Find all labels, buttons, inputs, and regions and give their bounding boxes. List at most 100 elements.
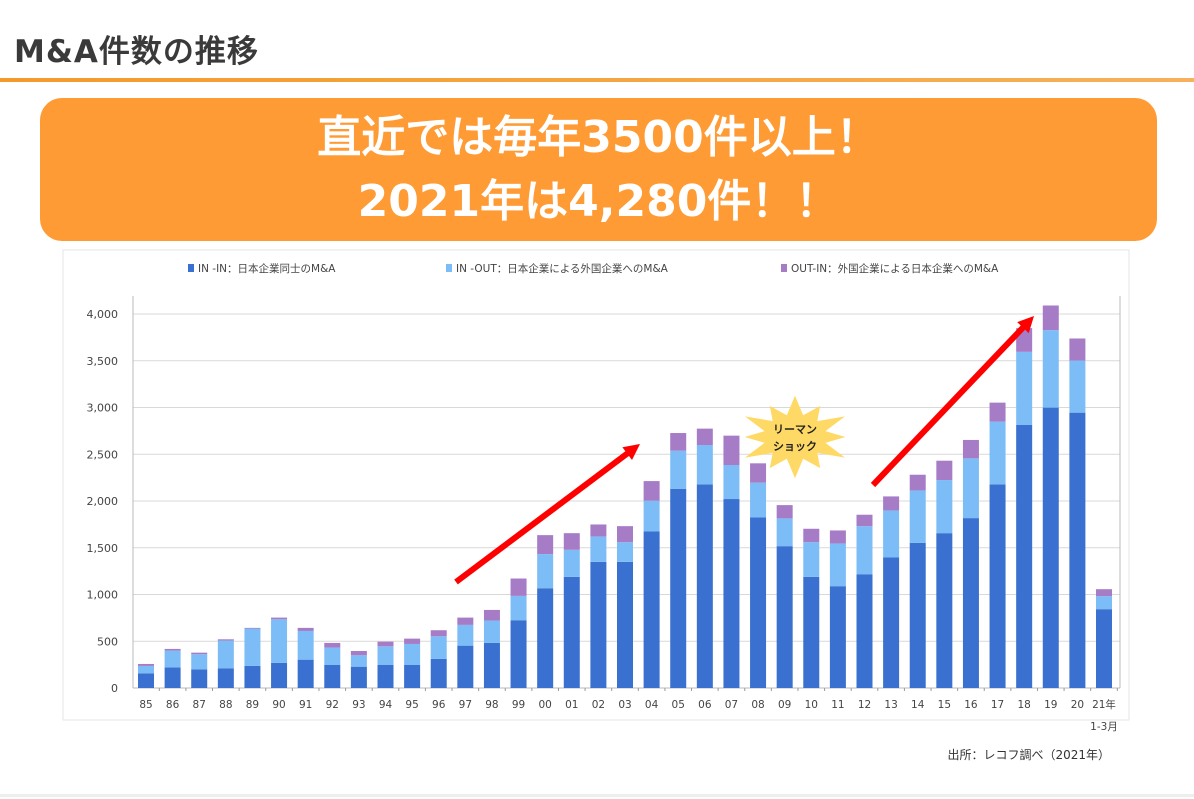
bar-segment-in-in [297, 659, 314, 688]
x-tick-label: 87 [193, 699, 206, 711]
bar-segment-in-out [1096, 596, 1112, 610]
x-tick-label: 02 [592, 699, 605, 711]
bar-segment-in-in [138, 673, 154, 688]
bar-segment-in-in [803, 576, 820, 688]
annotation-lehman-1: リーマン [773, 423, 817, 436]
bar-segment-in-out [377, 646, 394, 665]
bar-segment-in-out [191, 654, 208, 670]
x-tick-label: 17 [991, 699, 1004, 711]
bar-segment-in-out [483, 620, 500, 643]
bar-segment-in-in [537, 588, 554, 688]
bar-segment-out-in [430, 630, 447, 637]
bar-segment-in-in [457, 645, 474, 688]
x-tick-label: 06 [698, 699, 712, 711]
bar-segment-in-out [350, 655, 367, 667]
y-tick-label: 0 [111, 682, 118, 695]
x-tick-label: 21年 [1092, 698, 1116, 711]
bar-segment-out-in [138, 663, 154, 666]
bar-segment-in-out [776, 518, 793, 547]
bar-segment-in-in [1042, 407, 1059, 688]
x-tick-label: 07 [725, 699, 738, 711]
bar-segment-out-in [750, 463, 767, 483]
bar-segment-in-out [537, 554, 554, 589]
bar-segment-out-in [670, 433, 687, 451]
bar-segment-out-in [856, 514, 873, 527]
bar-segment-in-out [430, 636, 447, 659]
bar-segment-in-in [989, 484, 1006, 688]
bar-segment-in-out [164, 650, 181, 668]
bar-segment-in-in [617, 561, 633, 688]
bar-segment-in-out [244, 628, 261, 666]
bar-segment-in-in [750, 517, 767, 688]
y-tick-label: 2,500 [87, 448, 119, 461]
bar-segment-in-out [856, 526, 873, 575]
bar-segment-in-in [430, 658, 447, 688]
bar-segment-in-out [324, 647, 341, 665]
bar-segment-in-out [1042, 330, 1059, 408]
x-tick-label: 88 [219, 699, 232, 711]
bar-segment-out-in [590, 524, 607, 537]
x-tick-label: 98 [485, 699, 498, 711]
bar-segment-in-in [883, 557, 900, 688]
bar-segment-out-in [696, 428, 713, 445]
bar-segment-in-out [696, 444, 713, 485]
bar-segment-out-in [377, 641, 394, 647]
bar-segment-in-out [750, 482, 767, 518]
bar-segment-out-in [1096, 589, 1112, 597]
x-tick-sublabel: 1-3月 [1090, 721, 1118, 733]
x-tick-label: 13 [884, 699, 897, 711]
bar-segment-out-in [1042, 305, 1059, 331]
starburst-icon [744, 395, 846, 479]
bar-segment-out-in [803, 528, 820, 543]
bar-segment-in-out [404, 643, 421, 665]
x-tick-label: 09 [778, 699, 791, 711]
bar-segment-in-in [164, 667, 181, 688]
bar-segment-in-in [217, 668, 234, 688]
bar-segment-in-in [909, 542, 926, 688]
bar-segment-out-in [457, 617, 474, 625]
bar-segment-in-out [803, 542, 820, 577]
bar-segment-in-in [271, 662, 288, 688]
bar-segment-in-in [244, 665, 261, 688]
bar-segment-out-in [510, 578, 527, 596]
bar-segment-in-in [936, 533, 953, 688]
bar-segment-in-in [776, 546, 793, 688]
x-tick-label: 20 [1071, 699, 1084, 711]
bar-segment-in-in [1016, 424, 1033, 688]
x-tick-label: 08 [751, 699, 764, 711]
legend-swatch [188, 264, 194, 272]
x-tick-label: 99 [512, 699, 525, 711]
page-title: M&A件数の推移 [14, 34, 259, 70]
bar-segment-in-in [962, 518, 979, 688]
bar-segment-in-out [829, 543, 846, 587]
x-tick-label: 91 [299, 699, 312, 711]
x-tick-label: 95 [405, 699, 418, 711]
bar-segment-in-out [510, 595, 527, 621]
bar-segment-out-in [643, 481, 660, 501]
bar-segment-out-in [776, 505, 793, 519]
bar-segment-in-in [563, 576, 580, 688]
bar-segment-in-out [883, 510, 900, 558]
bar-segment-in-out [590, 536, 607, 562]
legend-swatch [446, 264, 452, 272]
bar-segment-out-in [617, 526, 633, 543]
x-tick-label: 14 [911, 699, 925, 711]
bar-segment-in-out [962, 458, 979, 519]
x-tick-label: 01 [565, 699, 578, 711]
bar-segment-out-in [297, 627, 314, 631]
bar-segment-in-in [483, 642, 500, 688]
bar-segment-in-out [723, 465, 740, 500]
x-tick-label: 15 [938, 699, 951, 711]
bar-segment-out-in [324, 642, 341, 648]
bar-segment-in-out [138, 665, 154, 674]
annotation-lehman-2: ショック [773, 440, 817, 453]
x-tick-label: 16 [964, 699, 978, 711]
x-tick-label: 90 [272, 699, 285, 711]
bar-segment-out-in [936, 460, 953, 481]
bar-segment-in-out [670, 450, 687, 489]
bar-segment-in-out [989, 421, 1006, 485]
y-tick-label: 1,000 [87, 589, 119, 602]
x-tick-label: 96 [432, 699, 446, 711]
bar-segment-in-in [404, 664, 421, 688]
arrow-head-icon [622, 444, 640, 460]
